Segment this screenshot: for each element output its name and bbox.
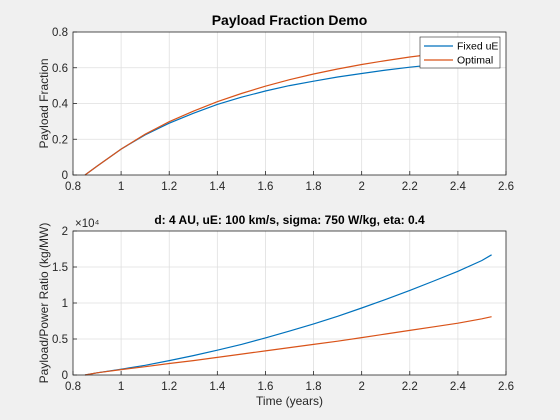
y-tick-label: 1.5 — [52, 262, 68, 274]
grid — [72, 31, 507, 176]
x-tick-label: 1.6 — [257, 181, 273, 193]
chart-title: d: 4 AU, uE: 100 km/s, sigma: 750 W/kg, … — [154, 213, 425, 227]
y-axis-label: Payload Fraction — [37, 58, 51, 148]
y-tick-label: 0.8 — [52, 27, 68, 39]
tick-labels: 0.8 1 1.2 1.4 1.6 1.8 2 2.2 2.4 2.6 0 0.5 1 1.5 2 — [52, 226, 514, 393]
x-tick-label: 1.4 — [209, 381, 226, 393]
plot-area-border — [72, 230, 507, 376]
x-tick-label: 1.2 — [161, 181, 177, 193]
payload-power-ratio-chart: 0.8 1 1.2 1.4 1.6 1.8 2 2.2 2.4 2.6 0 0.5 1 1.5 2 d: 4… — [37, 213, 514, 408]
legend: Fixed uE Optimal — [419, 36, 501, 69]
x-tick-label: 2.2 — [402, 381, 418, 393]
y-axis-label: Payload/Power Ratio (kg/MW) — [37, 223, 51, 384]
x-tick-label: 1.6 — [257, 381, 273, 393]
legend-label-fixed-ue: Fixed uE — [457, 41, 498, 53]
x-tick-label: 0.8 — [65, 181, 81, 193]
grid — [72, 230, 507, 376]
series-group — [84, 254, 492, 376]
y-tick-label: 0 — [62, 370, 68, 382]
chart-title: Payload Fraction Demo — [212, 12, 368, 28]
y-tick-label: 2 — [62, 226, 68, 238]
x-tick-label: 1.4 — [209, 181, 226, 193]
x-tick-label: 2 — [358, 381, 364, 393]
plot-area-border — [72, 31, 507, 176]
y-tick-label: 0.4 — [52, 99, 69, 111]
x-tick-label: 2.2 — [402, 181, 418, 193]
y-tick-label: 0 — [62, 170, 68, 182]
y-tick-label: 0.2 — [52, 134, 68, 146]
x-tick-label: 1 — [118, 381, 124, 393]
tick-labels: 0.8 1 1.2 1.4 1.6 1.8 2 2.2 2.4 2.6 0 0.2 0.4 0.6 0.8 — [52, 27, 514, 193]
y-tick-label: 0.6 — [52, 63, 68, 75]
legend-box — [419, 36, 501, 69]
x-tick-label: 2.4 — [450, 181, 467, 193]
y-tick-label: 1 — [62, 298, 68, 310]
x-tick-label: 1 — [118, 181, 124, 193]
x-tick-label: 2 — [358, 181, 364, 193]
y-tick-label: 0.5 — [52, 334, 68, 346]
x-axis-label: Time (years) — [256, 394, 323, 408]
x-tick-label: 1.2 — [161, 381, 177, 393]
x-tick-label: 1.8 — [306, 381, 322, 393]
x-tick-label: 2.4 — [450, 381, 467, 393]
x-tick-label: 1.8 — [306, 181, 322, 193]
x-tick-label: 2.6 — [498, 181, 514, 193]
series-line-1 — [84, 254, 492, 376]
series-line-2 — [84, 316, 492, 376]
legend-label-optimal: Optimal — [457, 55, 493, 67]
payload-fraction-chart: 0.8 1 1.2 1.4 1.6 1.8 2 2.2 2.4 2.6 0 0.2 0.4 0.60.8 … — [37, 12, 514, 193]
x-tick-label: 0.8 — [65, 381, 81, 393]
y-axis-multiplier: ×10⁴ — [75, 218, 100, 230]
x-tick-label: 2.6 — [498, 381, 514, 393]
